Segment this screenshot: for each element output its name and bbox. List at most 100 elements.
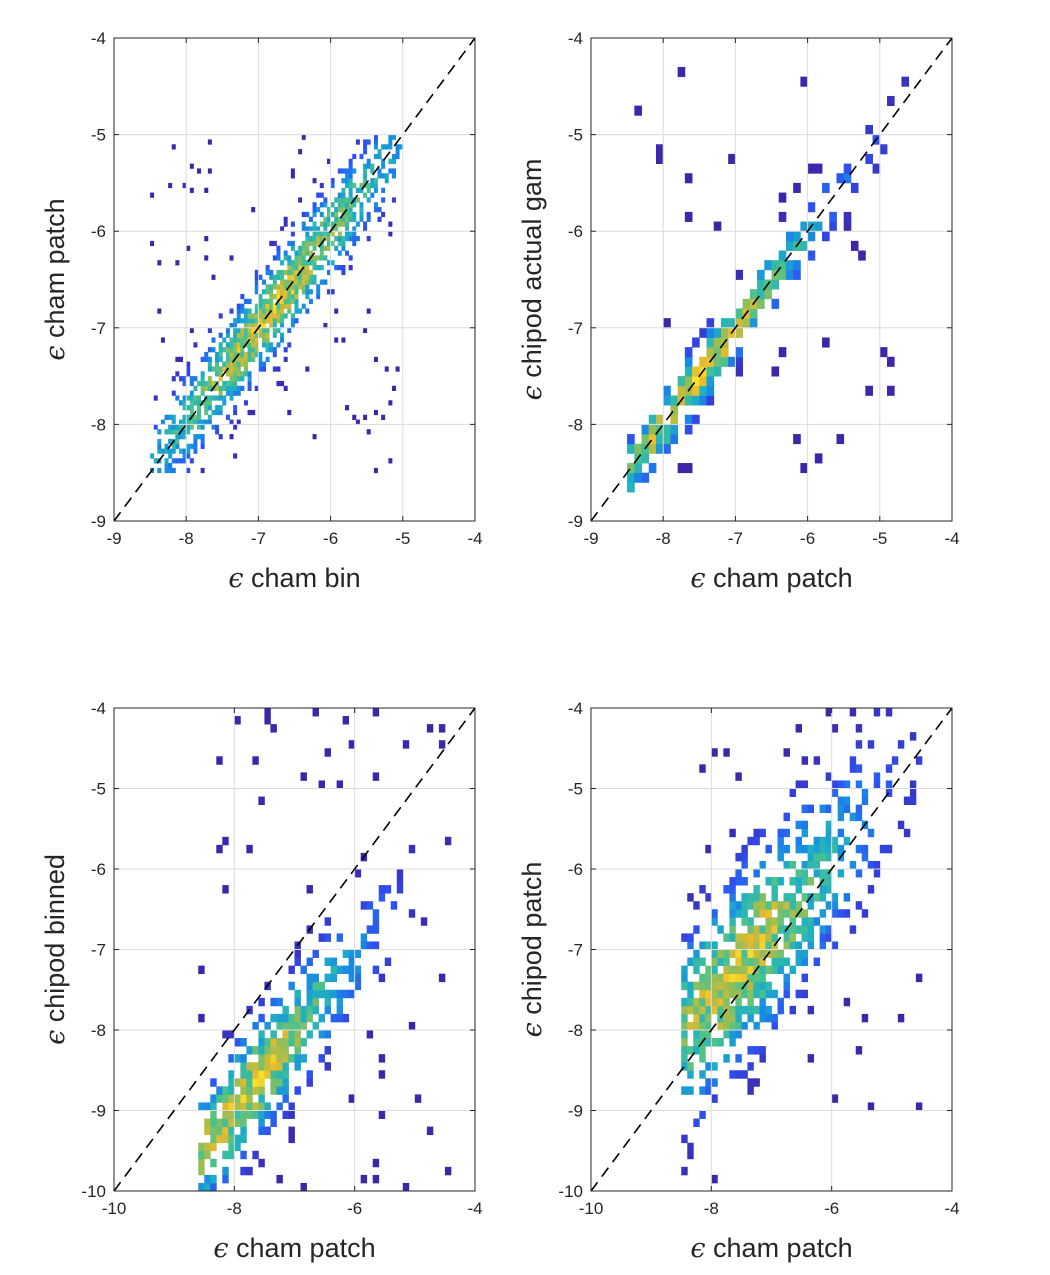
- x-tick-label: -8: [179, 529, 194, 548]
- heatmap-cell: [283, 356, 288, 363]
- heatmap-cell: [240, 337, 245, 343]
- heatmap-cell: [265, 356, 270, 363]
- heatmap-cell: [705, 1005, 712, 1015]
- heatmap-cell: [849, 812, 857, 822]
- y-axis-label-text: chipod patch: [517, 862, 547, 1015]
- heatmap-cell: [396, 869, 404, 878]
- heatmap-cell: [741, 860, 748, 870]
- heatmap-cell: [354, 981, 362, 991]
- axes-frame: [590, 37, 953, 522]
- heatmap-cell: [705, 1013, 712, 1023]
- heatmap-cell: [251, 318, 256, 324]
- heatmap-cell: [426, 1126, 434, 1136]
- x-ticks: -10 -8 -6 -4: [102, 708, 483, 1218]
- heatmap-cell: [178, 448, 183, 454]
- heatmap-cell: [229, 361, 234, 367]
- heatmap-cell: [372, 917, 380, 926]
- heatmap-cell: [229, 351, 234, 358]
- heatmap-cell: [272, 322, 277, 329]
- heatmap-cell: [168, 429, 173, 435]
- heatmap-cell: [777, 957, 784, 966]
- heatmap-cell: [684, 211, 693, 222]
- heatmap-cell: [272, 255, 277, 261]
- heatmap-cell: [301, 221, 306, 227]
- heatmap-cell: [186, 245, 191, 251]
- heatmap-cell: [204, 1118, 211, 1127]
- heatmap-cell: [831, 844, 839, 854]
- heatmap-cell: [735, 269, 744, 280]
- heatmap-cell: [759, 1013, 766, 1023]
- heatmap-cell: [728, 356, 736, 367]
- heatmap-cell: [711, 1094, 718, 1103]
- heatmap-cell: [288, 1038, 295, 1047]
- heatmap-cell: [354, 965, 362, 975]
- heatmap-cell: [229, 322, 234, 329]
- heatmap-cell: [283, 221, 288, 227]
- heatmap-cell: [757, 298, 765, 309]
- heatmap-cell: [326, 269, 331, 276]
- heatmap-cell: [157, 467, 162, 474]
- heatmap-cell: [825, 708, 833, 717]
- heatmap-cell: [729, 925, 736, 934]
- heatmap-cell: [879, 144, 888, 155]
- heatmap-cell: [681, 1054, 688, 1063]
- heatmap-cell: [402, 1182, 410, 1192]
- heatmap-cell: [741, 893, 748, 902]
- heatmap-cell: [246, 1086, 253, 1095]
- heatmap-cell: [207, 366, 212, 372]
- heatmap-cell: [342, 949, 350, 958]
- heatmap-cell: [837, 909, 845, 918]
- heatmap-cell: [270, 1038, 277, 1047]
- heatmap-cell: [283, 279, 288, 285]
- heatmap-cell: [693, 1046, 700, 1055]
- heatmap-cell: [294, 274, 299, 280]
- heatmap-cell: [240, 1102, 247, 1111]
- heatmap-cell: [735, 941, 742, 950]
- heatmap-cell: [795, 941, 802, 950]
- heatmap-cell: [388, 168, 393, 174]
- heatmap-cell: [873, 780, 881, 789]
- heatmap-cell: [741, 957, 748, 966]
- heatmap-cell: [735, 869, 742, 878]
- heatmap-cell: [233, 380, 238, 387]
- heatmap-cell: [438, 740, 446, 749]
- heatmap-cell: [771, 893, 778, 902]
- heatmap-cell: [747, 1086, 754, 1095]
- heatmap-cell: [306, 885, 313, 894]
- heatmap-cell: [318, 1030, 325, 1039]
- heatmap-cell: [276, 1038, 283, 1047]
- heatmap-cell: [189, 443, 194, 449]
- heatmap-cell: [282, 1013, 289, 1023]
- panel-1: -9 -8 -7 -6 -5 -4 -9-8-7-6-5-4 ϵ cham bin ϵ c…: [40, 29, 483, 594]
- heatmap-cell: [247, 351, 252, 358]
- heatmap-cell: [334, 337, 339, 343]
- heatmap-cell: [323, 255, 328, 261]
- heatmap-cell: [229, 385, 234, 391]
- heatmap-cell: [207, 419, 212, 425]
- heatmap-cell: [391, 158, 396, 164]
- heatmap-cell: [348, 236, 353, 242]
- heatmap-cell: [175, 443, 180, 449]
- heatmap-cell: [363, 173, 368, 179]
- heatmap-cell: [276, 1174, 283, 1184]
- heatmap-cell: [305, 226, 310, 232]
- heatmap-cell: [861, 788, 869, 797]
- heatmap-cell: [218, 385, 223, 391]
- heatmap-cell: [801, 780, 808, 789]
- heatmap-cell: [749, 289, 758, 300]
- heatmap-cell: [294, 1005, 301, 1015]
- heatmap-cell: [215, 356, 220, 363]
- heatmap-cell: [276, 380, 281, 387]
- heatmap-cell: [290, 289, 295, 295]
- heatmap-cell: [326, 158, 331, 164]
- heatmap-cell: [705, 965, 712, 975]
- heatmap-cell: [225, 361, 230, 367]
- y-axis-label: ϵ chipod actual gam: [517, 159, 548, 401]
- heatmap-cell: [264, 1110, 271, 1119]
- heatmap-cell: [225, 327, 230, 334]
- heatmap-cell: [204, 400, 209, 406]
- heatmap-cell: [305, 274, 310, 280]
- heatmap-cell: [251, 351, 256, 358]
- heatmap-cell: [370, 168, 375, 174]
- heatmap-cell: [258, 1046, 265, 1055]
